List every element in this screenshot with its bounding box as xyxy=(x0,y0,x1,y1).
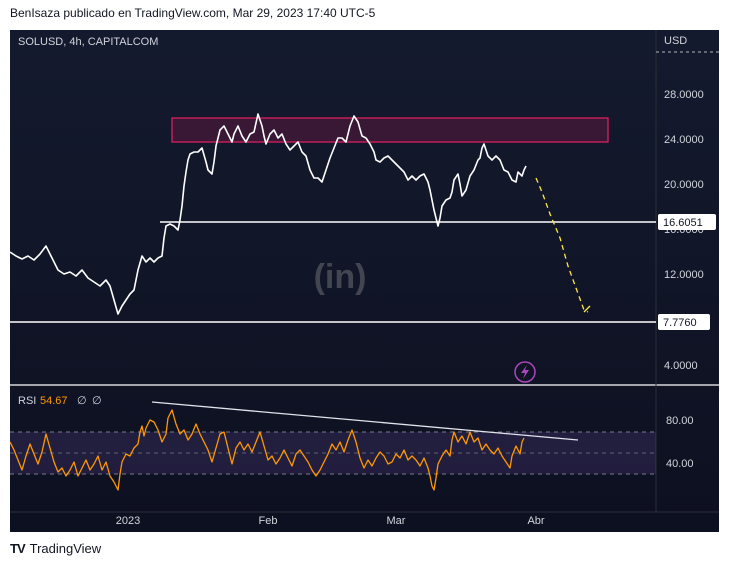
projection-arrowhead xyxy=(583,305,591,313)
price-label-upper-box[interactable] xyxy=(658,214,716,230)
footer-brand: TradingView xyxy=(29,541,102,556)
chart-panel[interactable]: (in) USD 28.0000 24.0000 20.0000 16.0000… xyxy=(10,30,719,532)
time-tick-abr: Abr xyxy=(527,515,544,527)
rsi-tick-40: 40.00 xyxy=(666,458,694,470)
time-tick-feb: Feb xyxy=(259,515,278,527)
price-label-upper: 16.6051 xyxy=(663,217,703,229)
resistance-zone[interactable] xyxy=(171,117,609,143)
currency-label: USD xyxy=(664,35,687,47)
price-tick-20: 20.0000 xyxy=(664,179,704,191)
time-tick-mar: Mar xyxy=(387,515,406,527)
rsi-trendline[interactable] xyxy=(151,401,579,441)
tradingview-logo-icon: TV xyxy=(10,541,26,556)
price-tick-28: 28.0000 xyxy=(664,89,704,101)
rsi-extra-value-1: ∅ xyxy=(77,395,87,407)
price-tick-4: 4.0000 xyxy=(664,360,698,372)
price-tick-24: 24.0000 xyxy=(664,134,704,146)
rsi-extra-value-2: ∅ xyxy=(92,395,102,407)
rsi-tick-80: 80.00 xyxy=(666,415,694,427)
publication-caption: BenIsaza publicado en TradingView.com, M… xyxy=(10,6,376,20)
rsi-title[interactable]: RSI xyxy=(18,395,36,407)
lightning-icon xyxy=(521,365,529,379)
rsi-value: 54.67 xyxy=(40,395,68,407)
rsi-line[interactable] xyxy=(10,409,525,491)
symbol-info[interactable]: SOLUSD, 4h, CAPITALCOM xyxy=(18,36,158,48)
price-line[interactable] xyxy=(10,113,527,315)
time-tick-2023: 2023 xyxy=(116,515,140,527)
chart-canvas[interactable]: (in) USD 28.0000 24.0000 20.0000 16.0000… xyxy=(10,30,719,532)
price-label-lower-box[interactable] xyxy=(658,314,710,330)
footer: TV TradingView xyxy=(10,541,101,556)
lightning-badge[interactable] xyxy=(514,361,536,383)
price-tick-12: 12.0000 xyxy=(664,269,704,281)
price-label-lower: 7.7760 xyxy=(663,317,697,329)
projection-line[interactable] xyxy=(535,177,589,313)
watermark-logo: (in) xyxy=(314,258,367,296)
